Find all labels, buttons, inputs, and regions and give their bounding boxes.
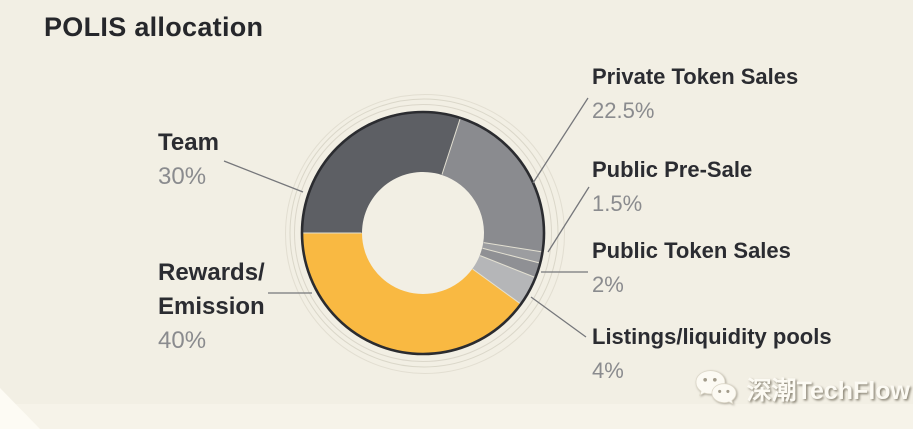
donut-slices: [301, 110, 546, 356]
callout-private-token-sales: Private Token Sales 22.5%: [592, 60, 798, 128]
callout-listings-label: Listings/liquidity pools: [592, 324, 832, 349]
slice-private-token-sales: [441, 116, 546, 253]
leader-line-presale: [547, 186, 590, 253]
callout-rewards-label-line1: Rewards/: [158, 259, 265, 286]
callout-public-pre-sale: Public Pre-Sale 1.5%: [592, 153, 752, 221]
leader-lines: [223, 97, 590, 338]
slice-separator: [479, 255, 537, 279]
callout-rewards-pct: 40%: [158, 327, 207, 354]
donut-outline: [300, 110, 546, 356]
wechat-icon: [695, 370, 737, 405]
slice-listings: [472, 255, 537, 305]
slice-separator: [482, 247, 541, 264]
slice-public-token-sales: [479, 248, 542, 278]
leader-line-team: [223, 160, 304, 193]
slice-separator: [483, 242, 544, 253]
callout-listings-pct: 4%: [592, 358, 624, 383]
slice-team: [301, 110, 461, 233]
callout-listings-liquidity-pools: Listings/liquidity pools 4%: [592, 320, 832, 388]
callout-public-label: Public Token Sales: [592, 238, 791, 263]
callout-team: Team 30%: [158, 126, 219, 194]
slice-rewards-emission: [301, 233, 522, 356]
watermark: 深潮TechFlow: [695, 366, 910, 412]
callout-presale-pct: 1.5%: [592, 191, 643, 216]
watermark-text: 深潮TechFlow: [746, 377, 910, 405]
callout-team-pct: 30%: [158, 163, 207, 190]
callout-public-token-sales: Public Token Sales 2%: [592, 234, 791, 302]
callout-team-label: Team: [158, 129, 219, 156]
callout-presale-label: Public Pre-Sale: [592, 157, 753, 182]
slice-public-pre-sale: [482, 242, 544, 264]
callout-private-label: Private Token Sales: [592, 64, 799, 89]
slice-separator: [441, 117, 462, 175]
bottom-strip: [0, 404, 913, 429]
leader-line-listings: [530, 296, 587, 338]
callout-private-pct: 22.5%: [592, 98, 655, 123]
page-title: POLIS allocation: [44, 12, 264, 42]
callout-public-pct: 2%: [592, 272, 624, 297]
slice-separator: [472, 268, 522, 305]
slice-separators: [301, 117, 544, 305]
callout-rewards-label-line2: Emission: [158, 293, 265, 320]
decorative-rings: [285, 94, 565, 374]
callout-rewards-emission: Rewards/ Emission 40%: [158, 256, 265, 358]
leader-line-private: [532, 97, 589, 184]
